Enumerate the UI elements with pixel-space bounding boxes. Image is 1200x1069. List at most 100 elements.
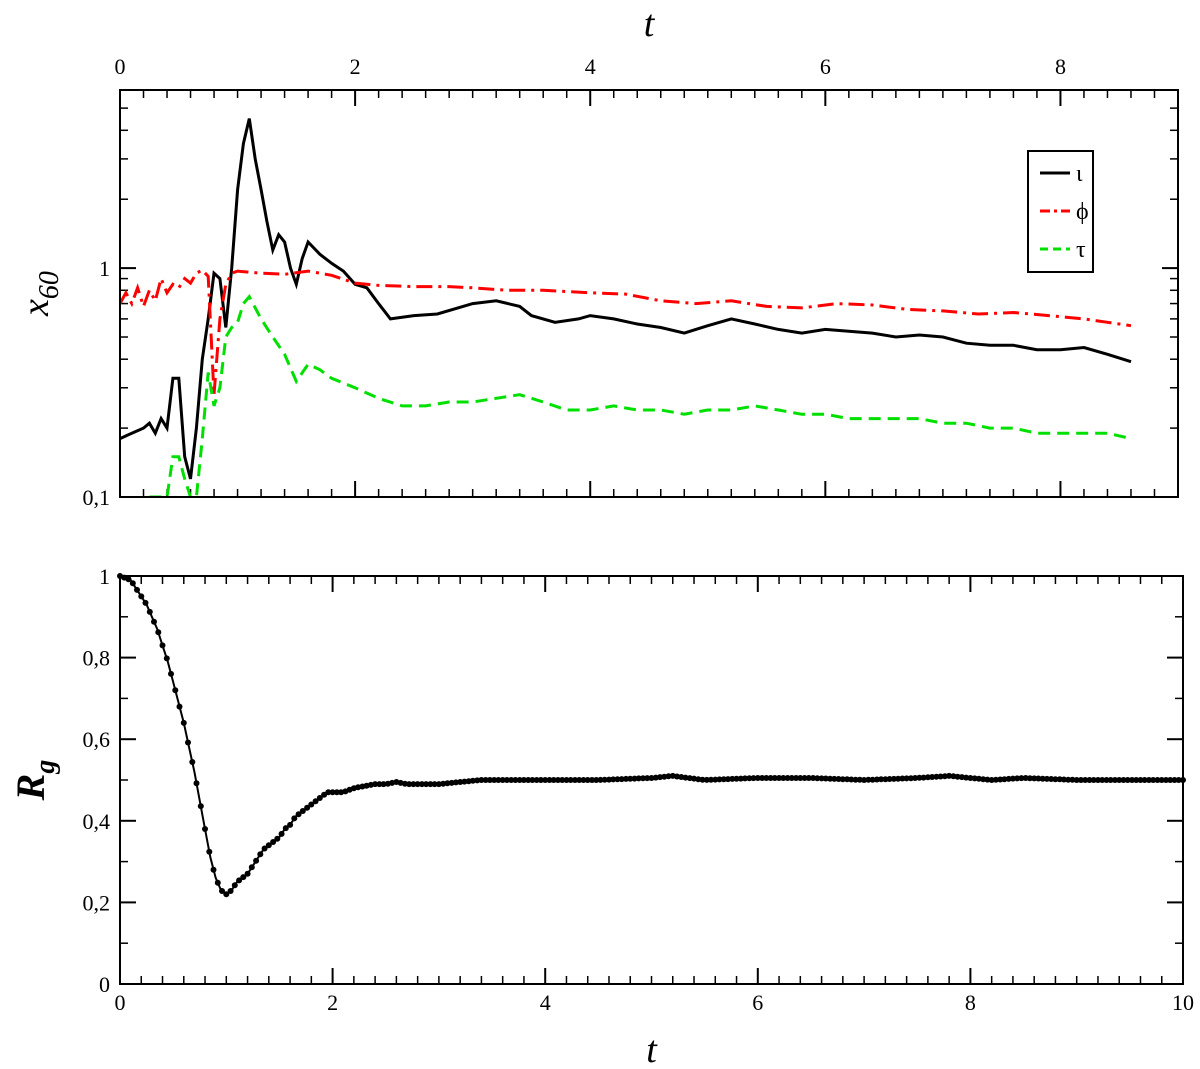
rg-marker <box>1150 777 1157 783</box>
rg-marker <box>784 775 791 781</box>
rg-marker <box>1137 777 1144 783</box>
rg-marker <box>1158 777 1165 783</box>
rg-marker <box>1060 776 1067 783</box>
rg-marker <box>878 776 885 783</box>
rg-marker <box>1090 777 1097 783</box>
rg-marker <box>1163 777 1169 783</box>
top-x-tick-label: 0 <box>115 54 126 79</box>
rg-marker <box>274 835 281 842</box>
rg-marker <box>155 629 162 636</box>
rg-marker <box>1112 777 1118 783</box>
rg-marker <box>750 775 757 782</box>
rg-marker <box>478 777 485 783</box>
rg-marker <box>1078 777 1084 783</box>
rg-marker <box>572 777 578 783</box>
rg-marker <box>929 774 936 780</box>
rg-marker <box>563 777 570 783</box>
rg-marker <box>227 888 234 894</box>
rg-marker <box>469 777 476 784</box>
rg-marker <box>142 599 149 606</box>
rg-marker <box>372 781 379 788</box>
rg-marker <box>920 774 927 781</box>
rg-marker <box>423 781 430 788</box>
rg-marker <box>771 775 778 781</box>
rg-marker <box>231 882 238 889</box>
bottom-y-tick-label: 0,6 <box>83 727 111 752</box>
bottom-y-axis-label-main: R <box>8 774 53 802</box>
rg-marker <box>1052 776 1059 783</box>
rg-marker <box>729 775 736 782</box>
rg-marker <box>580 777 587 783</box>
rg-marker <box>308 801 315 808</box>
bottom-x-axis-label: t <box>646 1029 658 1069</box>
rg-marker <box>1009 775 1016 782</box>
top-panel: 0 2 4 6 8 0,1 1 t x60 ι ϕ τ <box>15 3 1179 510</box>
rg-marker <box>861 777 868 783</box>
rg-marker <box>1124 777 1131 783</box>
rg-marker <box>635 775 642 782</box>
rg-marker <box>316 795 323 801</box>
rg-marker <box>1107 777 1114 783</box>
rg-marker <box>248 864 255 871</box>
rg-marker <box>992 776 999 783</box>
rg-marker <box>576 777 583 783</box>
bottom-y-tick-label: 1 <box>99 564 110 589</box>
rg-marker <box>206 848 213 855</box>
rg-marker <box>1043 775 1050 782</box>
rg-marker <box>627 775 634 782</box>
rg-marker <box>1026 775 1033 782</box>
rg-marker <box>329 789 336 796</box>
rg-marker <box>537 777 544 783</box>
rg-marker <box>708 776 714 783</box>
rg-marker <box>163 655 170 662</box>
rg-marker <box>146 608 153 615</box>
rg-marker <box>839 776 846 783</box>
rg-marker <box>525 777 532 783</box>
rg-marker <box>559 777 566 783</box>
rg-marker <box>418 781 425 788</box>
rg-marker <box>299 808 306 814</box>
rg-marker <box>151 618 157 625</box>
rg-marker <box>312 798 319 805</box>
rg-marker <box>125 576 132 583</box>
rg-marker <box>1086 777 1093 783</box>
rg-marker <box>380 781 387 788</box>
rg-marker <box>529 777 536 783</box>
rg-marker <box>1035 775 1042 782</box>
rg-marker <box>793 775 800 781</box>
rg-marker <box>253 857 260 864</box>
bottom-x-tick-label: 4 <box>540 990 551 1015</box>
rg-marker <box>767 775 774 781</box>
top-x-tick-label: 8 <box>1055 54 1066 79</box>
rg-marker <box>1116 777 1123 783</box>
rg-marker <box>1031 775 1038 782</box>
bottom-series <box>117 573 1186 898</box>
rg-marker <box>550 777 557 783</box>
rg-marker <box>776 775 783 781</box>
rg-marker <box>1082 777 1089 783</box>
rg-marker <box>665 773 672 780</box>
rg-marker <box>937 773 944 780</box>
rg-marker <box>435 781 442 788</box>
rg-marker <box>759 775 766 781</box>
bottom-x-tick-label: 2 <box>327 990 338 1015</box>
rg-marker <box>180 719 187 726</box>
bottom-x-tick-label: 0 <box>115 990 126 1015</box>
top-plot-frame <box>119 89 1179 498</box>
series-line-tau <box>149 294 1132 497</box>
top-y-tick-label: 0,1 <box>83 485 111 510</box>
rg-marker <box>1133 777 1140 783</box>
rg-marker <box>270 839 277 845</box>
rg-marker <box>257 851 264 858</box>
rg-marker <box>546 777 553 783</box>
top-ticks: 0 2 4 6 8 0,1 1 <box>83 54 1179 510</box>
rg-marker <box>499 777 506 783</box>
bottom-y-tick-label: 0,4 <box>83 809 111 834</box>
rg-marker <box>406 781 413 788</box>
rg-marker <box>618 776 625 783</box>
bottom-x-tick-label: 10 <box>1172 990 1194 1015</box>
rg-marker <box>287 821 294 828</box>
rg-marker <box>236 877 243 884</box>
rg-marker <box>452 779 459 786</box>
